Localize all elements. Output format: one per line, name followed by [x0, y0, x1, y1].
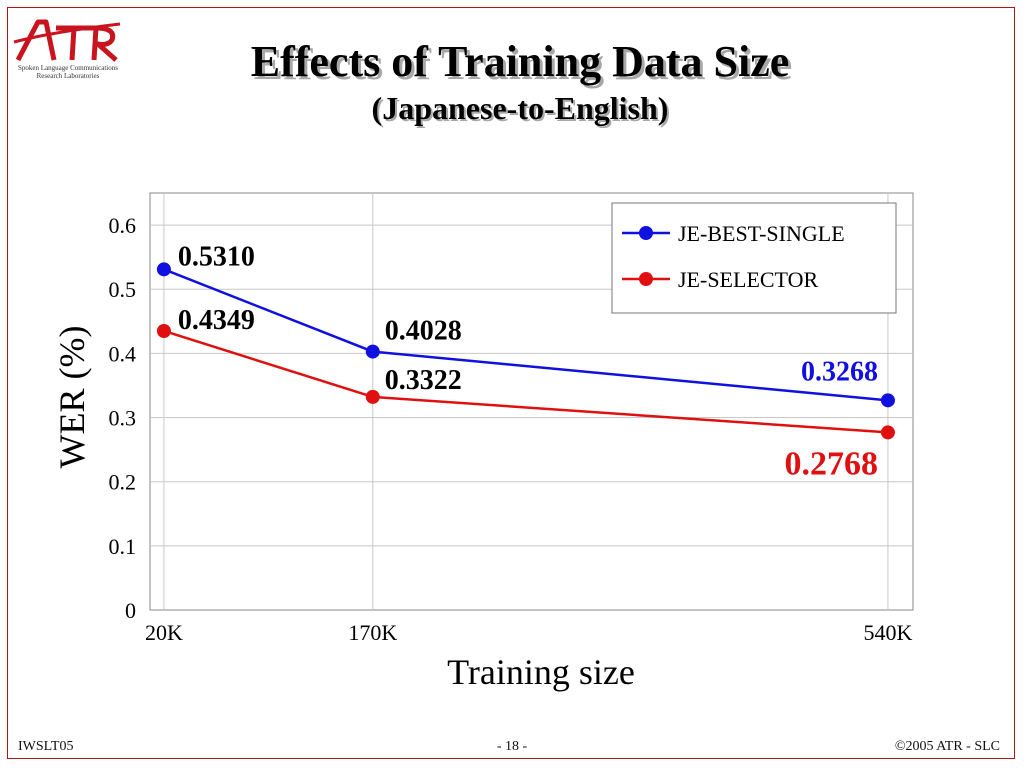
atr-logo-mark	[13, 19, 121, 62]
y-tick-label: 0.6	[109, 213, 137, 238]
data-point	[156, 323, 171, 338]
data-label: 0.4028	[385, 316, 462, 347]
atr-logo: Spoken Language Communications Research …	[12, 14, 124, 84]
footer-page-number: - 18 -	[496, 739, 528, 754]
logo-subtext-1: Spoken Language Communications	[18, 64, 118, 72]
data-label: 0.3322	[385, 365, 462, 396]
data-point	[880, 425, 895, 440]
data-label: 0.2768	[784, 445, 878, 482]
legend-label: JE-BEST-SINGLE	[678, 221, 845, 246]
title-block: Effects of Training Data Size (Japanese-…	[130, 36, 910, 128]
x-tick-label: 540K	[863, 620, 912, 645]
data-point	[880, 393, 895, 408]
x-tick-label: 20K	[145, 620, 183, 645]
y-tick-label: 0.3	[109, 406, 137, 431]
legend-marker	[639, 272, 653, 286]
legend-label: JE-SELECTOR	[678, 267, 818, 292]
slide-title: Effects of Training Data Size	[250, 37, 790, 86]
y-tick-label: 0	[125, 598, 136, 623]
y-tick-label: 0.2	[109, 470, 137, 495]
x-axis-title: Training size	[447, 652, 635, 692]
x-tick-label: 170K	[348, 620, 397, 645]
slide-subtitle: (Japanese-to-English)	[371, 90, 669, 126]
data-point	[365, 389, 380, 404]
y-tick-label: 0.1	[109, 534, 137, 559]
slide-frame	[7, 7, 1015, 759]
footer-left: IWSLT05	[18, 739, 74, 754]
legend-marker	[639, 226, 653, 240]
data-label: 0.5310	[178, 241, 255, 272]
data-label: 0.3268	[801, 356, 878, 387]
data-label: 0.4349	[178, 305, 255, 336]
footer-copyright: ©2005 ATR - SLC	[894, 739, 1000, 754]
y-axis-title: WER (%)	[52, 326, 92, 469]
y-tick-label: 0.5	[109, 277, 137, 302]
legend-box	[611, 202, 897, 314]
data-point	[156, 262, 171, 277]
data-point	[365, 344, 380, 359]
y-tick-label: 0.4	[109, 341, 137, 366]
logo-subtext-2: Research Laboratories	[36, 72, 100, 80]
